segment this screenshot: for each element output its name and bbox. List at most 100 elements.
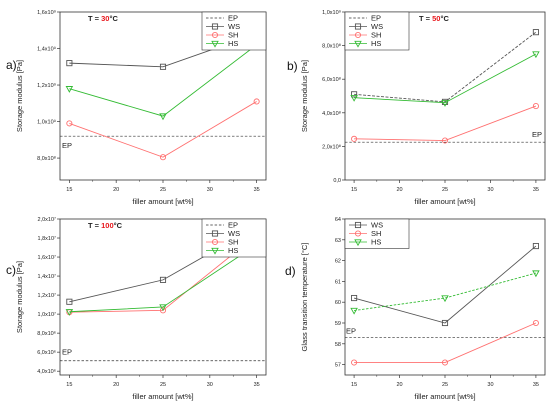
x-tick-label: 15 <box>351 187 357 193</box>
y-tick-label: 4,0x10⁸ <box>322 110 341 117</box>
chart-panel-2: b) 15 20 25 30 35 0,0 2,0x10⁸ 4,0x10⁸ 6,0x10⁸ 8,0x… <box>287 9 546 206</box>
x-tick-label: 25 <box>442 187 448 193</box>
x-tick-label: 35 <box>533 382 539 388</box>
data-point-ws <box>351 91 358 98</box>
y-tick-label: 1,0x10⁹ <box>37 119 56 126</box>
x-axis-label: filler amount [wt%] <box>414 392 475 401</box>
legend-label: EP <box>371 14 381 23</box>
legend-swatch-marker <box>211 238 219 246</box>
data-point-sh <box>532 319 539 327</box>
temperature-label: T = 30°C <box>88 14 118 23</box>
series-line-hs <box>354 53 537 104</box>
temperature-prefix: T = <box>419 14 432 23</box>
series-line-sh <box>354 105 537 141</box>
temperature-unit: °C <box>109 14 118 23</box>
data-point-hs <box>350 95 358 102</box>
legend-swatch-marker <box>211 247 219 255</box>
data-point-sh <box>66 120 73 127</box>
x-tick-label: 30 <box>207 382 213 388</box>
series-line-hs <box>69 44 257 117</box>
legend-label: WS <box>228 229 240 238</box>
temperature-prefix: T = <box>88 14 101 23</box>
legend-label: SH <box>228 31 238 40</box>
y-tick-label: 1,2x10⁷ <box>37 292 56 299</box>
x-axis-label: filler amount [wt%] <box>132 392 193 401</box>
chart-panel-4: d) 15 20 25 30 35 57 58 59 60 61 62 63 64 filler amoun… <box>285 217 546 401</box>
data-point-sh <box>253 98 260 105</box>
series-line-hs <box>354 272 537 311</box>
legend-swatch-marker <box>354 221 362 229</box>
temperature-value: 100 <box>101 221 114 230</box>
x-tick-label: 20 <box>396 187 402 193</box>
legend-label: SH <box>228 238 238 247</box>
legend-label: WS <box>228 22 240 31</box>
y-axis-label: Glass transition temperature [°C] <box>300 243 309 352</box>
legend-swatch-marker <box>354 239 362 247</box>
series-sh <box>351 103 539 144</box>
x-axis-label: filler amount [wt%] <box>414 197 475 206</box>
y-axis-label: Storage modulus [Pa] <box>15 60 24 132</box>
legend-swatch-marker <box>211 230 219 237</box>
y-tick-label: 1,6x10⁷ <box>37 254 56 261</box>
temperature-label: T = 100°C <box>88 221 123 230</box>
data-point-sh <box>159 154 167 161</box>
series-line-sh <box>69 101 257 158</box>
y-tick-label: 1,4x10⁹ <box>37 46 56 53</box>
ep-baseline-label: EP <box>62 348 72 357</box>
series-hs <box>350 51 540 107</box>
y-tick-label: 0,0 <box>333 178 341 184</box>
legend-swatch-marker <box>354 230 362 237</box>
x-axis-label: filler amount [wt%] <box>132 197 193 206</box>
panel-label: b) <box>287 59 298 73</box>
x-tick-label: 30 <box>487 382 493 388</box>
temperature-value: 30 <box>101 14 109 23</box>
series-hs <box>350 270 540 315</box>
x-tick-label: 25 <box>442 382 448 388</box>
x-tick-label: 25 <box>160 382 166 388</box>
temperature-prefix: T = <box>88 221 101 230</box>
panel-label: a) <box>6 58 17 72</box>
temperature-unit: °C <box>114 221 123 230</box>
x-tick-label: 25 <box>160 187 166 193</box>
legend-label: EP <box>228 14 238 23</box>
temperature-unit: °C <box>440 14 449 23</box>
data-point-ws <box>441 319 449 327</box>
y-axis-label: Storage modulus [Pa] <box>15 261 24 333</box>
y-tick-label: 64 <box>335 217 341 223</box>
data-point-hs <box>159 304 167 312</box>
data-point-hs <box>532 51 540 59</box>
x-tick-label: 35 <box>533 187 539 193</box>
data-point-hs <box>441 100 449 107</box>
y-tick-label: 4,0x10⁶ <box>37 368 56 375</box>
series-line-ws <box>353 245 537 324</box>
y-tick-label: 63 <box>335 238 341 244</box>
legend-swatch-marker <box>211 23 219 30</box>
chart-panel-3: c) 15 20 25 30 35 4,0x10⁶ 6,0x10⁶ 8,0x10⁶ 1,0x10⁷… <box>6 216 267 401</box>
x-tick-label: 15 <box>66 187 72 193</box>
panel-label: d) <box>285 264 296 278</box>
data-point-ws <box>532 29 539 36</box>
ep-baseline-label: EP <box>532 130 542 139</box>
legend-label: HS <box>371 238 381 247</box>
legend-swatch-marker <box>354 31 362 39</box>
y-tick-label: 6,0x10⁸ <box>322 76 341 83</box>
ep-baseline-label: EP <box>62 141 72 150</box>
y-tick-label: 62 <box>335 259 341 265</box>
series-sh <box>351 319 539 366</box>
series-line-ws <box>354 31 537 103</box>
data-point-ws <box>159 63 167 70</box>
y-tick-label: 2,0x10⁷ <box>37 216 56 223</box>
data-point-sh <box>441 137 449 144</box>
x-tick-label: 35 <box>254 382 260 388</box>
temperature-label: T = 50°C <box>419 14 449 23</box>
y-tick-label: 6,0x10⁶ <box>37 349 56 356</box>
y-tick-label: 8,0x10⁸ <box>37 155 56 162</box>
legend-swatch-marker <box>354 40 362 48</box>
data-point-hs <box>159 113 167 121</box>
y-tick-label: 57 <box>335 363 341 369</box>
x-tick-label: 35 <box>254 187 260 193</box>
x-tick-label: 15 <box>66 382 72 388</box>
data-point-ws <box>351 294 358 302</box>
